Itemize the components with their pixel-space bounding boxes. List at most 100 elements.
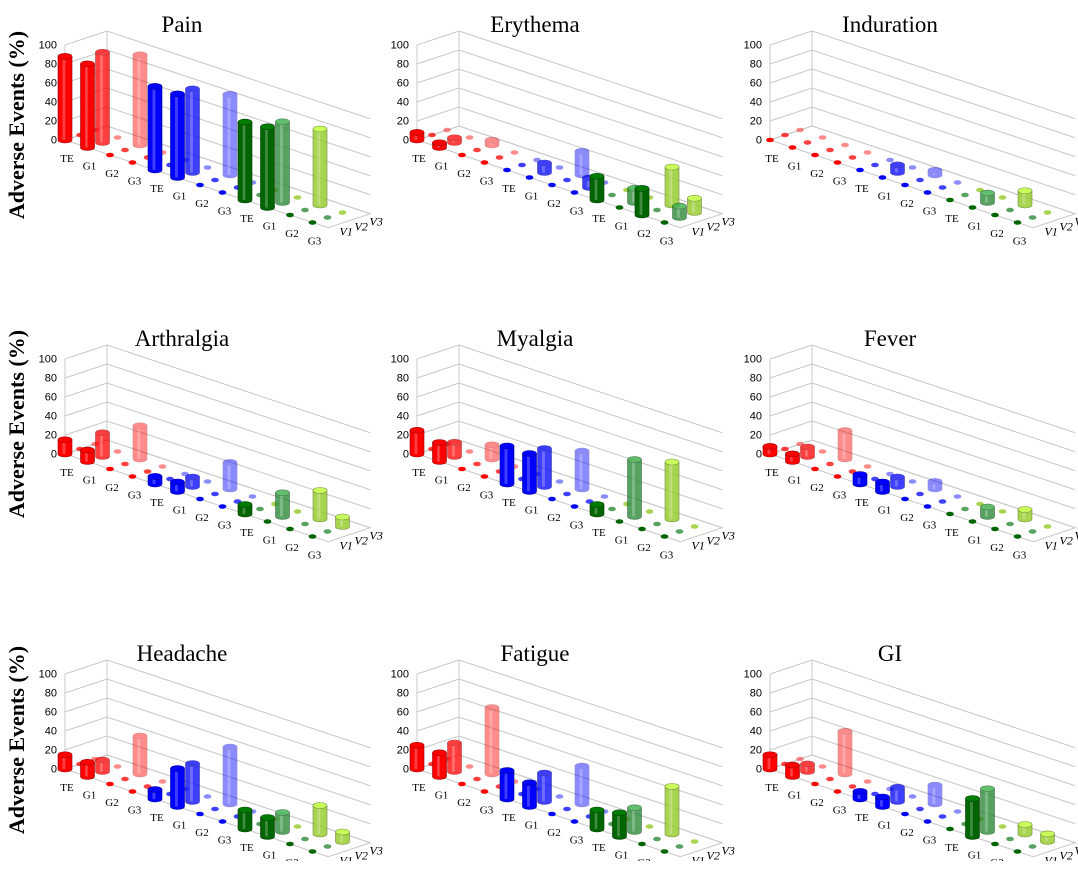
bar bbox=[276, 490, 290, 520]
bar-zero-disc bbox=[548, 497, 556, 502]
z-tick-label: 20 bbox=[397, 745, 409, 757]
bar-top bbox=[891, 784, 905, 790]
bar bbox=[628, 805, 642, 835]
bar-top bbox=[673, 203, 687, 209]
bar-top bbox=[96, 430, 110, 436]
bar-top bbox=[410, 129, 424, 135]
bar bbox=[601, 494, 609, 499]
bar-zero-disc bbox=[503, 168, 511, 173]
bar bbox=[324, 215, 332, 220]
bar-top bbox=[81, 759, 95, 765]
bar bbox=[886, 158, 894, 163]
bar-zero-disc bbox=[864, 779, 872, 784]
bar bbox=[909, 794, 917, 799]
bar-top bbox=[628, 805, 642, 811]
bar-zero-disc bbox=[428, 133, 436, 138]
bar-zero-disc bbox=[106, 782, 114, 787]
bar bbox=[786, 762, 800, 779]
bar-zero-disc bbox=[211, 178, 219, 183]
bar-zero-disc bbox=[946, 512, 954, 517]
x-tick-label: G3 bbox=[833, 176, 847, 188]
bar bbox=[324, 529, 332, 534]
bar bbox=[608, 193, 616, 198]
z-tick-label: 60 bbox=[45, 78, 57, 90]
bar bbox=[1014, 534, 1022, 539]
bar bbox=[1044, 210, 1052, 215]
z-tick-label: 80 bbox=[45, 59, 57, 71]
depth-tick-label: V1 bbox=[340, 539, 353, 553]
chart-panel-fatigue: 020406080100TEG1G2G3TEG1G2G3TEG1G2G3V1V2… bbox=[391, 641, 735, 861]
bar-highlight bbox=[670, 787, 673, 835]
bar-zero-disc bbox=[1006, 208, 1014, 213]
bar bbox=[781, 447, 789, 452]
bar bbox=[1044, 524, 1052, 529]
bar-zero-disc bbox=[204, 165, 212, 170]
bar bbox=[410, 129, 424, 143]
z-tick-label: 80 bbox=[750, 688, 762, 700]
bar-zero-disc bbox=[121, 148, 129, 153]
bar bbox=[114, 135, 122, 140]
z-tick-label: 80 bbox=[750, 373, 762, 385]
bar-zero-disc bbox=[924, 190, 932, 195]
bar-highlight bbox=[415, 745, 418, 769]
depth-tick-label: V2 bbox=[1060, 220, 1073, 234]
x-tick-label: G3 bbox=[1013, 236, 1027, 248]
bar bbox=[309, 849, 317, 854]
bar bbox=[171, 479, 185, 495]
bar bbox=[946, 198, 954, 203]
bar-zero-disc bbox=[324, 844, 332, 849]
bar-zero-disc bbox=[999, 195, 1007, 200]
x-tick-label: G2 bbox=[285, 228, 298, 240]
bar bbox=[448, 439, 462, 459]
bar bbox=[144, 469, 152, 474]
bar bbox=[665, 164, 679, 208]
chart-title: Induration bbox=[842, 12, 938, 37]
bar bbox=[133, 733, 147, 777]
bar-highlight bbox=[63, 56, 66, 140]
bar bbox=[1006, 837, 1014, 842]
bar-highlight bbox=[670, 462, 673, 519]
depth-tick-label: V2 bbox=[707, 534, 720, 548]
x-tick-label: G2 bbox=[810, 482, 823, 494]
depth-tick-label: V3 bbox=[370, 215, 383, 229]
bar bbox=[841, 143, 849, 148]
bar-zero-disc bbox=[129, 789, 137, 794]
bar-top bbox=[223, 744, 237, 750]
bar-zero-disc bbox=[781, 447, 789, 452]
bar-zero-disc bbox=[466, 764, 474, 769]
bar-top bbox=[966, 796, 980, 802]
bar-zero-disc bbox=[301, 837, 309, 842]
x-tick-label: G3 bbox=[480, 490, 494, 502]
x-tick-label: G1 bbox=[83, 161, 96, 173]
bar bbox=[876, 479, 890, 495]
bar-zero-disc bbox=[691, 839, 699, 844]
bar-zero-disc bbox=[909, 794, 917, 799]
x-tick-label: G1 bbox=[878, 820, 891, 832]
bar-zero-disc bbox=[196, 183, 204, 188]
x-tick-label: G2 bbox=[547, 512, 560, 524]
bar bbox=[891, 784, 905, 804]
bar bbox=[313, 488, 327, 523]
z-tick-label: 60 bbox=[750, 392, 762, 404]
bar bbox=[1018, 507, 1032, 523]
bar bbox=[1029, 844, 1037, 849]
bar bbox=[518, 163, 526, 168]
x-tick-label: G2 bbox=[900, 512, 913, 524]
z-tick-label: 100 bbox=[391, 354, 409, 366]
bar-zero-disc bbox=[939, 499, 947, 504]
depth-tick-label: V1 bbox=[340, 225, 353, 239]
bar-top bbox=[590, 173, 604, 179]
bars bbox=[766, 128, 1051, 225]
bar-highlight bbox=[138, 426, 141, 459]
bar-zero-disc bbox=[324, 215, 332, 220]
bar bbox=[276, 119, 290, 206]
bar-zero-disc bbox=[969, 205, 977, 210]
bar-top bbox=[448, 439, 462, 445]
z-tick-label: 0 bbox=[51, 764, 57, 776]
x-tick-label: TE bbox=[60, 153, 74, 165]
bar bbox=[688, 195, 702, 215]
bar bbox=[796, 128, 804, 133]
bar-zero-disc bbox=[871, 163, 879, 168]
bar-top bbox=[238, 502, 252, 508]
